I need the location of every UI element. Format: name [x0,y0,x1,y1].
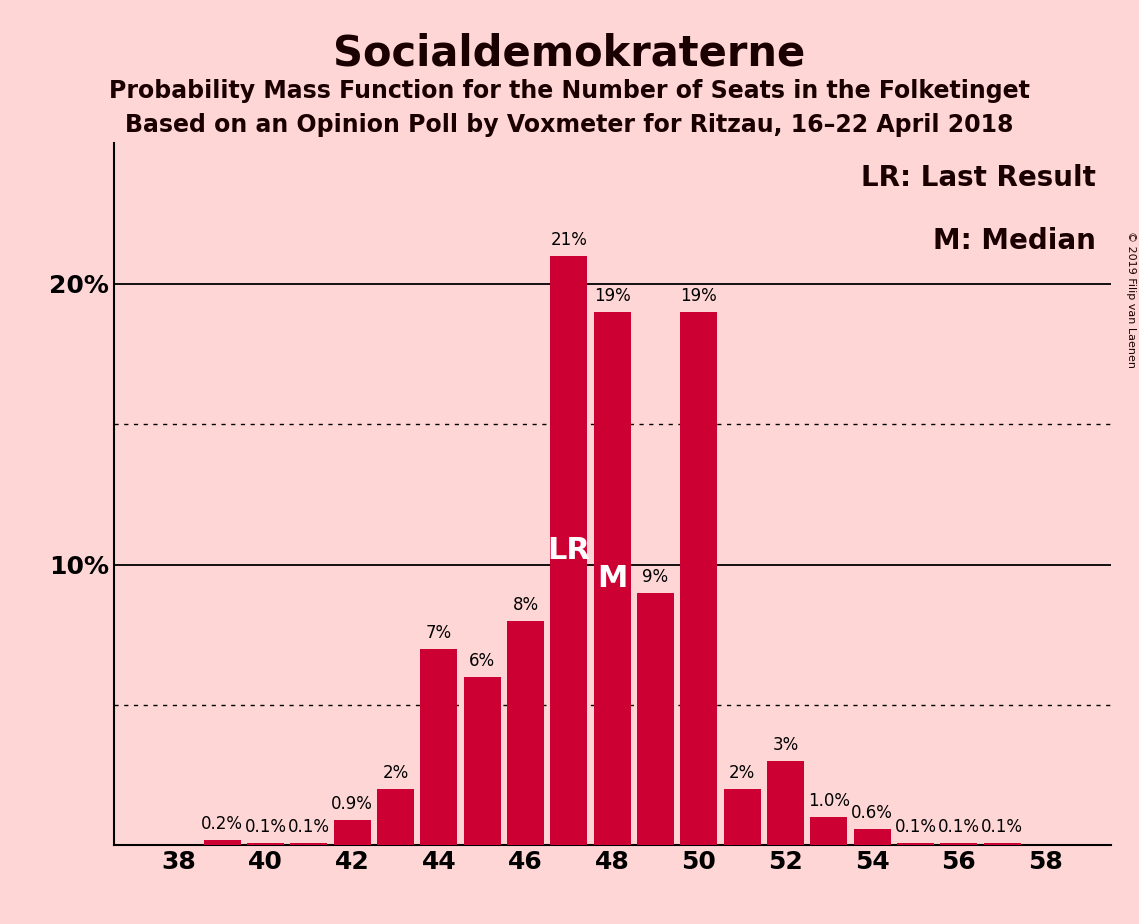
Bar [854,829,891,845]
Bar [334,821,370,845]
Bar [204,840,240,845]
Text: 0.1%: 0.1% [288,818,330,835]
Bar [680,311,718,845]
Bar [550,256,588,845]
Bar [941,843,977,845]
Text: 2%: 2% [383,764,409,783]
Bar [637,592,674,845]
Text: 0.1%: 0.1% [894,818,936,835]
Text: 0.9%: 0.9% [331,796,374,813]
Text: 0.1%: 0.1% [245,818,287,835]
Text: © 2019 Filip van Laenen: © 2019 Filip van Laenen [1126,231,1136,368]
Text: LR: Last Result: LR: Last Result [861,164,1096,192]
Text: 0.1%: 0.1% [981,818,1023,835]
Text: 0.2%: 0.2% [202,815,244,833]
Text: 1.0%: 1.0% [808,793,850,810]
Bar [507,621,544,845]
Text: 8%: 8% [513,596,539,614]
Text: 6%: 6% [469,652,495,670]
Bar [723,789,761,845]
Text: M: Median: M: Median [933,227,1096,256]
Text: 19%: 19% [680,286,718,305]
Text: 9%: 9% [642,567,669,586]
Bar [898,843,934,845]
Text: 3%: 3% [772,736,798,754]
Text: 19%: 19% [593,286,631,305]
Text: Socialdemokraterne: Socialdemokraterne [334,32,805,74]
Text: Based on an Opinion Poll by Voxmeter for Ritzau, 16–22 April 2018: Based on an Opinion Poll by Voxmeter for… [125,113,1014,137]
Text: 2%: 2% [729,764,755,783]
Bar [984,843,1021,845]
Bar [811,818,847,845]
Bar [420,649,457,845]
Text: 0.6%: 0.6% [851,804,893,821]
Bar [377,789,413,845]
Bar [247,843,284,845]
Bar [290,843,327,845]
Bar [464,677,501,845]
Text: Probability Mass Function for the Number of Seats in the Folketinget: Probability Mass Function for the Number… [109,79,1030,103]
Bar [768,761,804,845]
Text: 0.1%: 0.1% [937,818,980,835]
Text: 21%: 21% [550,231,588,249]
Bar [593,311,631,845]
Text: M: M [597,565,628,593]
Text: 7%: 7% [426,624,452,642]
Text: LR: LR [548,536,590,565]
